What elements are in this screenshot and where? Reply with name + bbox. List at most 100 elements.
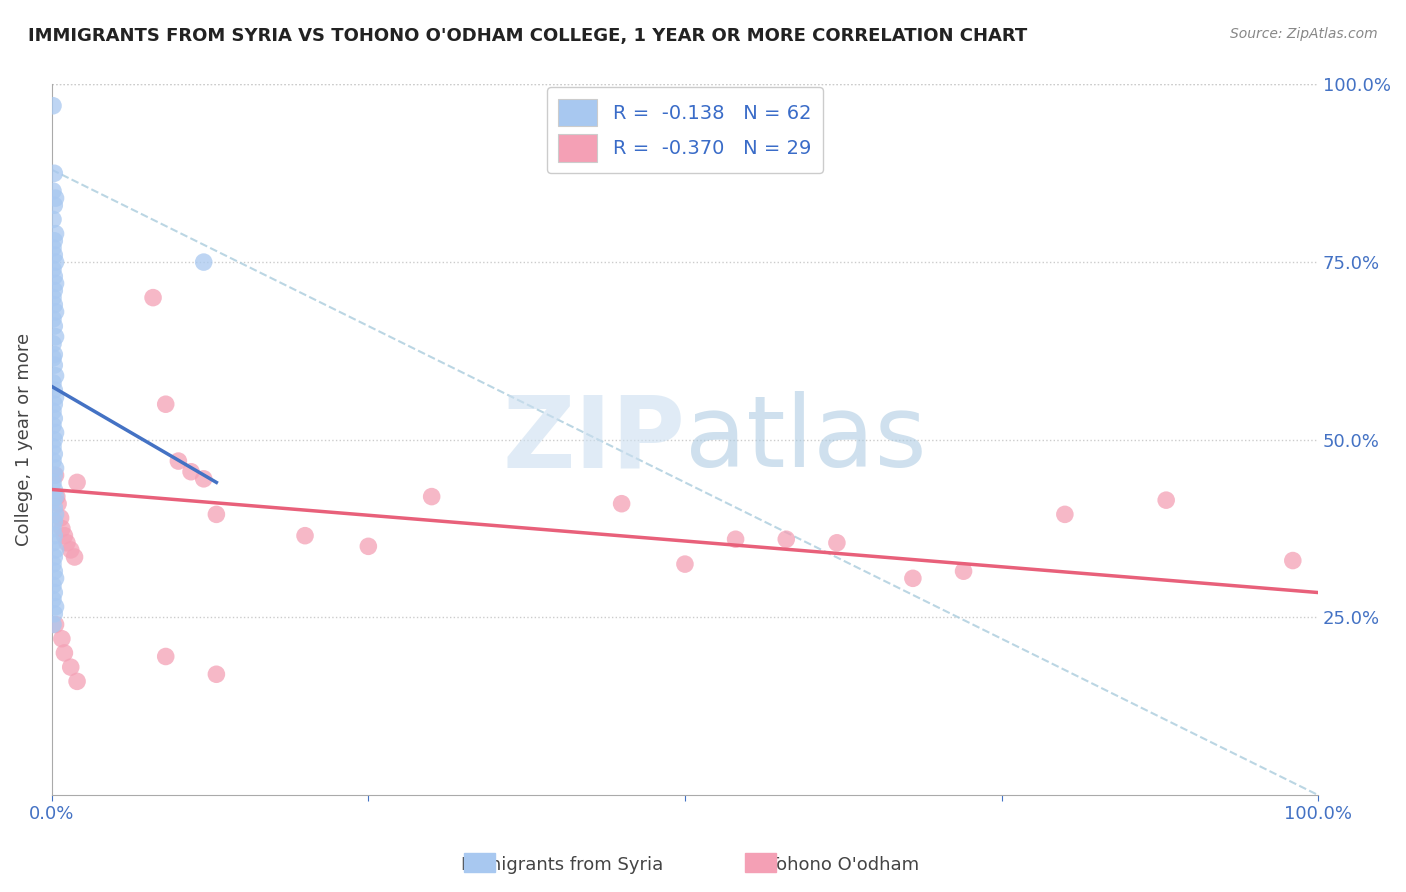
Point xyxy=(44,468,66,483)
Point xyxy=(142,291,165,305)
Text: Tohono O'odham: Tohono O'odham xyxy=(768,856,920,874)
Point xyxy=(59,542,82,557)
Point xyxy=(45,227,67,241)
Point xyxy=(610,497,633,511)
Text: atlas: atlas xyxy=(685,392,927,488)
Point xyxy=(1053,508,1076,522)
Point xyxy=(42,418,65,433)
Point xyxy=(44,500,66,515)
Point xyxy=(44,585,66,599)
Point xyxy=(1281,553,1303,567)
Point xyxy=(42,454,65,468)
Point xyxy=(53,646,76,660)
Point xyxy=(775,533,797,547)
Point xyxy=(51,522,73,536)
Point xyxy=(42,404,65,418)
Point xyxy=(44,347,66,361)
Point xyxy=(46,497,69,511)
Point xyxy=(44,284,66,298)
Point xyxy=(45,617,67,632)
Point xyxy=(294,529,316,543)
Point xyxy=(45,490,67,504)
Point xyxy=(45,461,67,475)
Point xyxy=(42,557,65,571)
Point xyxy=(44,515,66,529)
Point xyxy=(45,255,67,269)
Point xyxy=(673,557,696,571)
Point xyxy=(1154,493,1177,508)
Point xyxy=(155,649,177,664)
Point xyxy=(45,390,67,404)
Point xyxy=(44,248,66,262)
Point xyxy=(44,298,66,312)
Point xyxy=(42,536,65,550)
Point xyxy=(42,617,65,632)
Point xyxy=(49,511,72,525)
Point xyxy=(42,475,65,490)
Point xyxy=(44,319,66,334)
Point xyxy=(42,376,65,390)
Point xyxy=(56,536,79,550)
Point xyxy=(45,368,67,383)
Point xyxy=(44,411,66,425)
Point xyxy=(42,493,65,508)
Point xyxy=(45,468,67,483)
Point xyxy=(44,383,66,397)
Point xyxy=(45,191,67,205)
Point xyxy=(45,571,67,585)
Text: Immigrants from Syria: Immigrants from Syria xyxy=(461,856,664,874)
Point xyxy=(724,533,747,547)
Point xyxy=(44,607,66,621)
Point xyxy=(45,599,67,614)
Point xyxy=(45,542,67,557)
Point xyxy=(42,212,65,227)
Point xyxy=(193,472,215,486)
Legend: R =  -0.138   N = 62, R =  -0.370   N = 29: R = -0.138 N = 62, R = -0.370 N = 29 xyxy=(547,87,823,173)
Point xyxy=(45,425,67,440)
Point xyxy=(420,490,443,504)
Point xyxy=(952,564,974,578)
Point xyxy=(44,234,66,248)
Point xyxy=(44,447,66,461)
Point xyxy=(42,522,65,536)
Point xyxy=(53,529,76,543)
Point xyxy=(205,508,228,522)
Text: ZIP: ZIP xyxy=(502,392,685,488)
Point xyxy=(44,564,66,578)
Point xyxy=(44,358,66,372)
Point xyxy=(59,660,82,674)
Point xyxy=(357,539,380,553)
Point xyxy=(44,529,66,543)
Point xyxy=(44,198,66,212)
Point xyxy=(66,475,89,490)
Point xyxy=(42,336,65,351)
Point xyxy=(45,329,67,343)
Point xyxy=(180,465,202,479)
Point xyxy=(42,241,65,255)
Point xyxy=(825,536,848,550)
Point xyxy=(42,592,65,607)
Text: IMMIGRANTS FROM SYRIA VS TOHONO O'ODHAM COLLEGE, 1 YEAR OR MORE CORRELATION CHAR: IMMIGRANTS FROM SYRIA VS TOHONO O'ODHAM … xyxy=(28,27,1028,45)
Point xyxy=(44,166,66,180)
Point xyxy=(45,305,67,319)
Point xyxy=(167,454,190,468)
Point xyxy=(42,291,65,305)
Point xyxy=(45,277,67,291)
Point xyxy=(42,440,65,454)
Point xyxy=(205,667,228,681)
Point xyxy=(51,632,73,646)
Point xyxy=(45,490,67,504)
Point xyxy=(42,578,65,592)
Point xyxy=(44,397,66,411)
Point xyxy=(42,184,65,198)
Point xyxy=(42,262,65,277)
Text: Source: ZipAtlas.com: Source: ZipAtlas.com xyxy=(1230,27,1378,41)
Point xyxy=(63,549,86,564)
Point xyxy=(155,397,177,411)
Point xyxy=(44,549,66,564)
Point xyxy=(45,508,67,522)
Point xyxy=(44,269,66,284)
Point xyxy=(42,99,65,113)
Y-axis label: College, 1 year or more: College, 1 year or more xyxy=(15,334,32,546)
Point xyxy=(42,312,65,326)
